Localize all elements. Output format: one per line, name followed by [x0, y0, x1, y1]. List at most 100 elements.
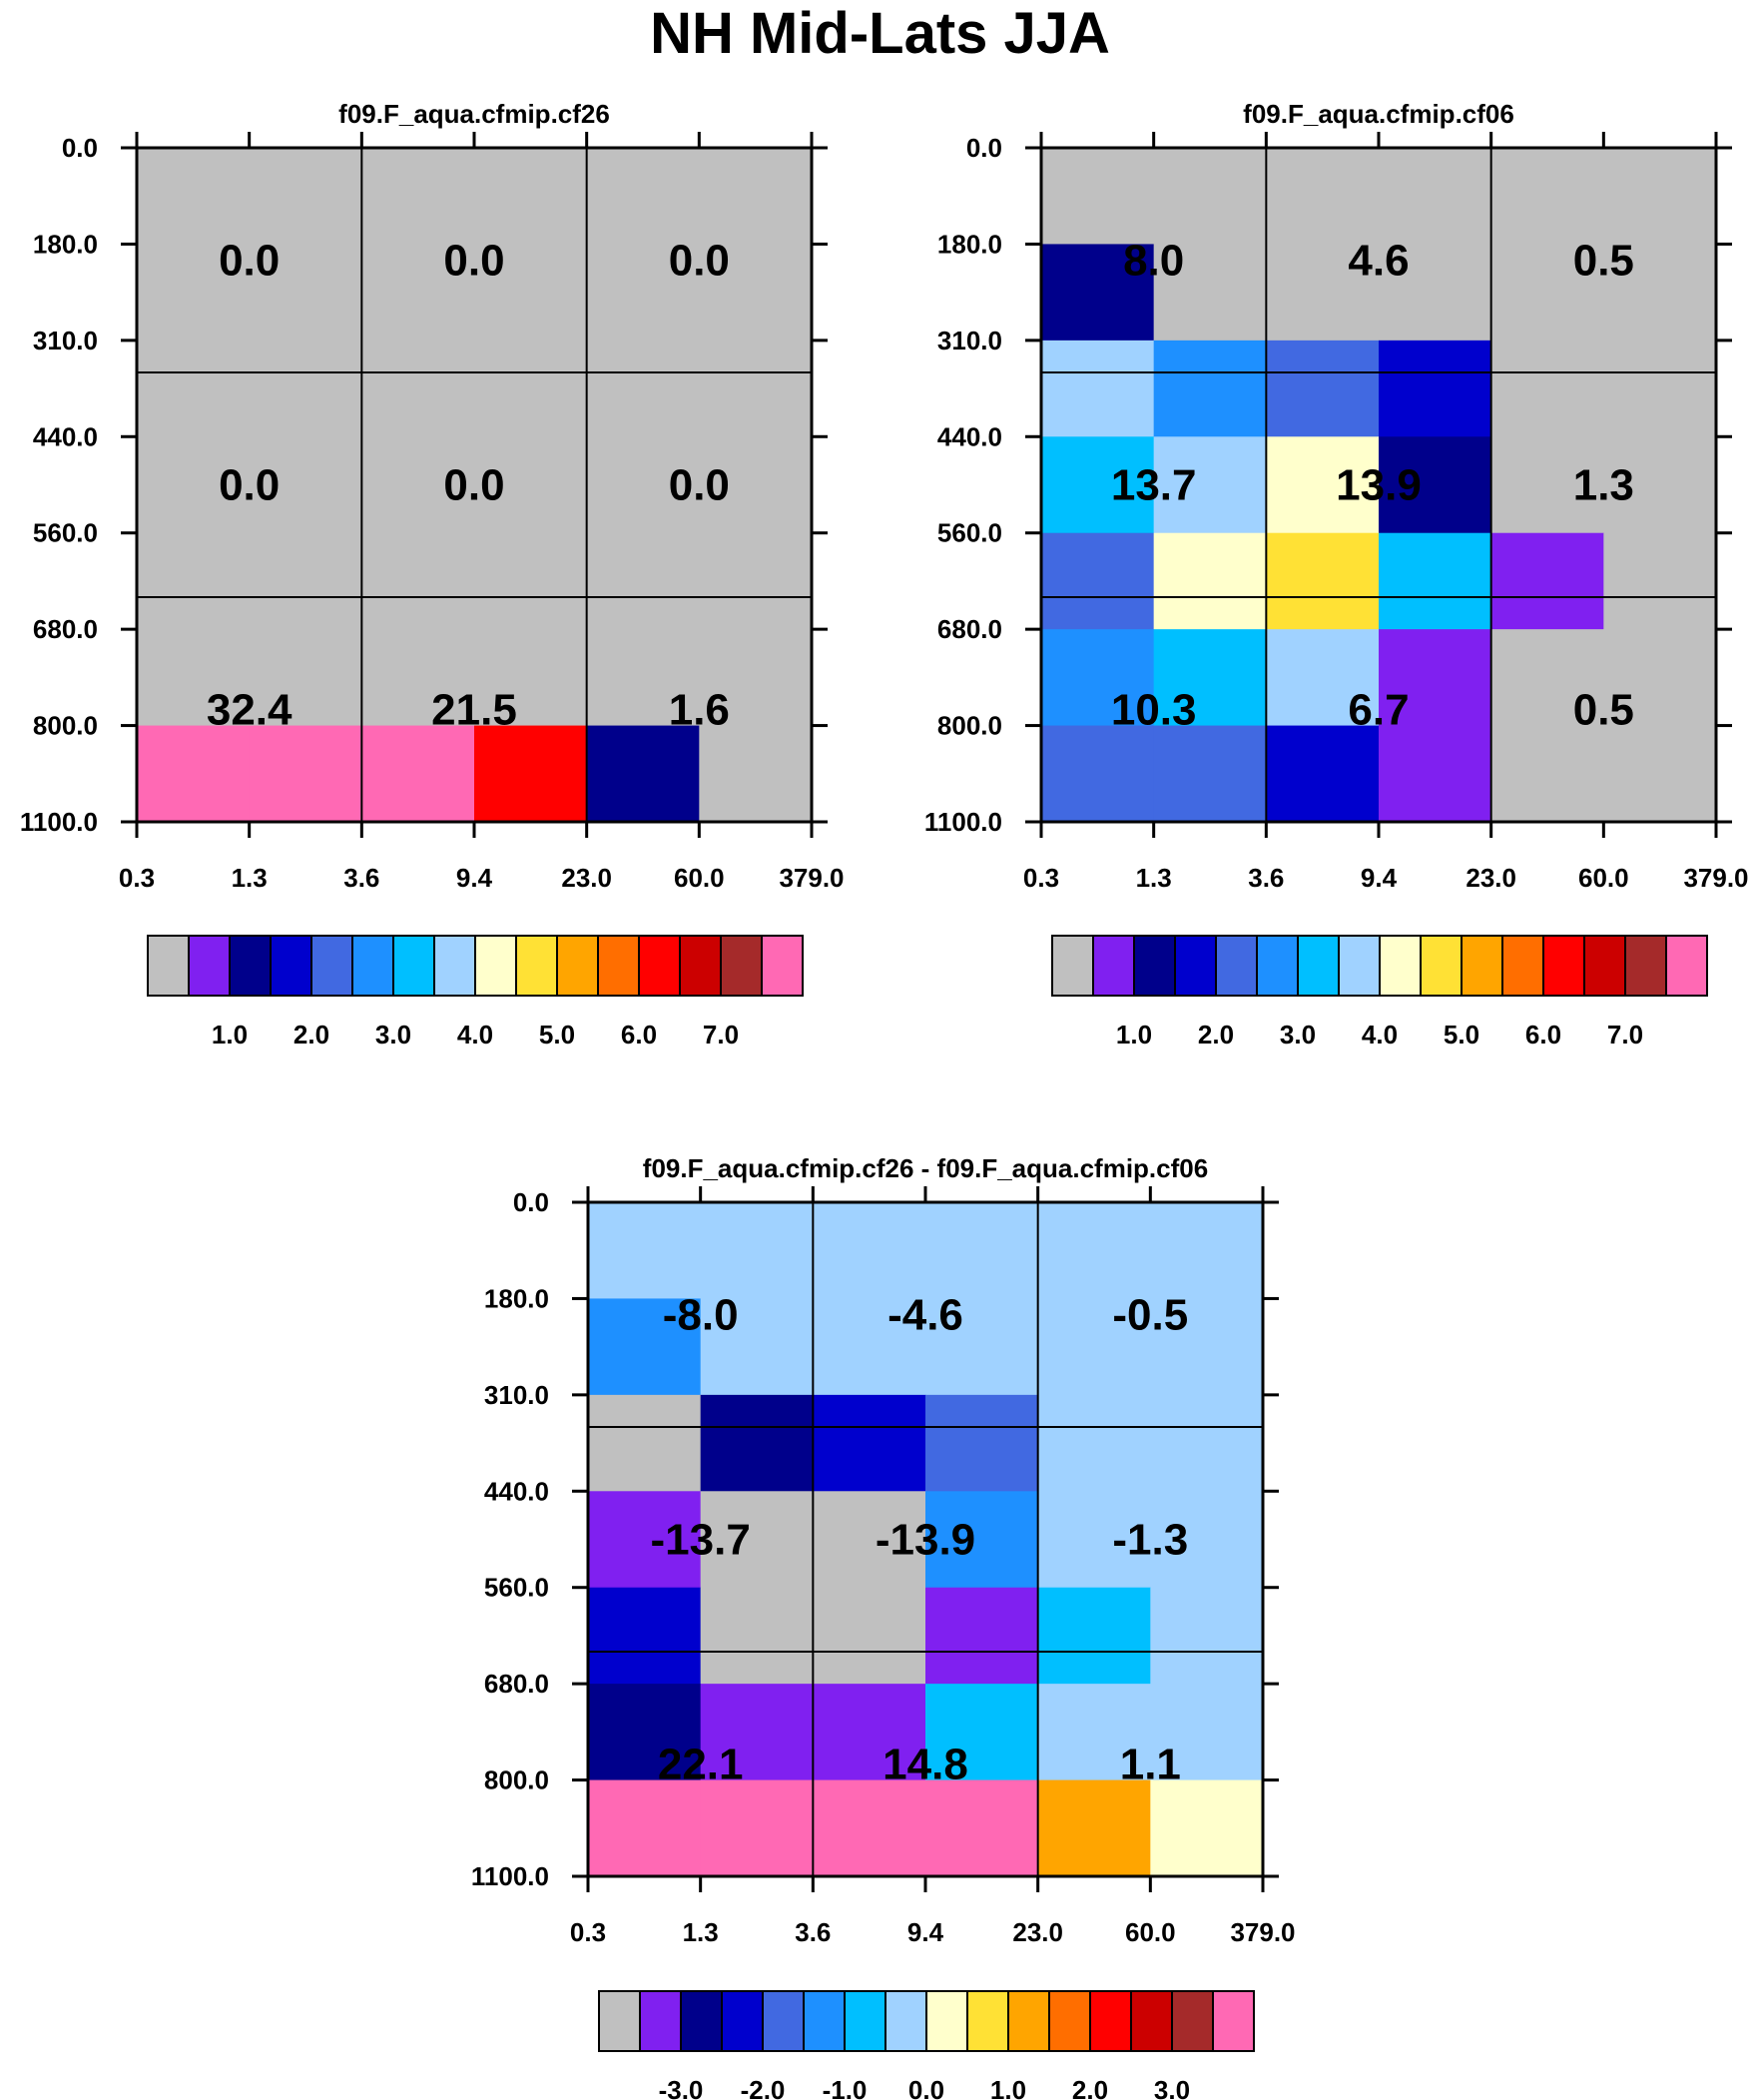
box-value-label: -8.0	[663, 1291, 739, 1340]
heatmap-cell	[361, 629, 475, 727]
heatmap-cell	[700, 1491, 814, 1589]
heatmap-cell	[1266, 148, 1380, 245]
x-tick-label: 23.0	[1012, 1917, 1063, 1947]
heatmap-cell	[586, 436, 700, 534]
x-tick-label: 1.3	[1136, 863, 1172, 893]
x-tick-label: 0.3	[570, 1917, 606, 1947]
colorbar-label: 6.0	[621, 1020, 657, 1050]
heatmap-cell	[1379, 629, 1492, 727]
heatmap-cell	[1153, 629, 1267, 727]
heatmap-cell	[361, 532, 475, 630]
x-tick-label: 3.6	[795, 1917, 831, 1947]
colorbar-label: 4.0	[1362, 1020, 1398, 1050]
y-tick-label: 1100.0	[924, 807, 1002, 837]
heatmap-cell	[699, 340, 813, 437]
heatmap-cell	[1153, 725, 1267, 823]
y-tick-label: 180.0	[937, 229, 1002, 259]
heatmap-cell	[1266, 340, 1380, 437]
y-tick-label: 310.0	[33, 326, 98, 355]
heatmap-cell	[361, 244, 475, 342]
x-tick-label: 1.3	[683, 1917, 719, 1947]
y-tick-label: 560.0	[484, 1573, 549, 1603]
colorbar-swatch	[639, 1990, 682, 2052]
box-value-label: 6.7	[1348, 686, 1409, 735]
colorbar-swatch	[515, 935, 558, 997]
box-value-label: 0.0	[219, 461, 280, 510]
heatmap-cell	[249, 436, 362, 534]
colorbar-label: 3.0	[375, 1020, 411, 1050]
colorbar-label: 1.0	[990, 2075, 1026, 2100]
heatmap-cell	[1603, 629, 1717, 727]
heatmap-cell	[1603, 725, 1717, 823]
heatmap-cell	[813, 1298, 926, 1396]
heatmap-cell	[588, 1202, 702, 1299]
colorbar-label: 0.0	[908, 2075, 944, 2100]
heatmap-cell	[1379, 148, 1492, 245]
heatmap-cell	[1490, 532, 1604, 630]
heatmap-cell	[1037, 1491, 1151, 1589]
colorbar-swatch	[392, 935, 435, 997]
heatmap-cell	[1266, 532, 1380, 630]
colorbar-label: 5.0	[539, 1020, 575, 1050]
colorbar-swatch	[1048, 1990, 1091, 2052]
heatmap-cell	[586, 148, 700, 245]
heatmap-cell	[586, 532, 700, 630]
heatmap-cell	[249, 244, 362, 342]
colorbar-label: 3.0	[1154, 2075, 1190, 2100]
panel-difference: f09.F_aqua.cfmip.cf26 - f09.F_aqua.cfmip…	[471, 1153, 1296, 2100]
heatmap-cell	[1266, 629, 1380, 727]
box-value-label: 8.0	[1123, 237, 1184, 286]
heatmap-cell	[474, 340, 588, 437]
colorbar-swatch	[1583, 935, 1626, 997]
heatmap-cell	[700, 1587, 814, 1685]
heatmap-cell	[699, 532, 813, 630]
heatmap-cell	[925, 1202, 1039, 1299]
panel-cf06: f09.F_aqua.cfmip.cf06 0.3 1.3 3.6 9.4 23.0 60.…	[924, 99, 1749, 1050]
heatmap-cell	[1379, 244, 1492, 342]
colorbar-label: 5.0	[1444, 1020, 1479, 1050]
heatmap-cell	[249, 629, 362, 727]
box-value-label: 21.5	[431, 686, 517, 735]
heatmap-cell	[1379, 340, 1492, 437]
colorbar-swatch	[1338, 935, 1381, 997]
colorbar-label: 3.0	[1280, 1020, 1316, 1050]
y-tick-label: 560.0	[33, 518, 98, 548]
colorbar-swatch	[556, 935, 599, 997]
box-value-label: 10.3	[1111, 686, 1197, 735]
colorbar-label: 7.0	[703, 1020, 739, 1050]
y-tick-label: 310.0	[937, 326, 1002, 355]
heatmap-cell	[137, 340, 251, 437]
heatmap-cell	[1153, 244, 1267, 342]
colorbar-swatch	[1624, 935, 1667, 997]
heatmap-cell	[1603, 436, 1717, 534]
heatmap-cell	[361, 340, 475, 437]
box-value-label: 0.0	[669, 237, 730, 286]
x-tick-label: 23.0	[1466, 863, 1516, 893]
colorbar-swatch	[1215, 935, 1258, 997]
x-tick-label: 0.3	[1023, 863, 1059, 893]
y-tick-label: 180.0	[33, 229, 98, 259]
heatmap-cell	[1490, 629, 1604, 727]
x-tick-label: 0.3	[119, 863, 155, 893]
x-tick-label: 60.0	[674, 863, 725, 893]
heatmap-cell	[361, 148, 475, 245]
colorbar-swatch	[1461, 935, 1503, 997]
main-title: NH Mid-Lats JJA	[650, 1, 1110, 66]
colorbar-swatch	[966, 1990, 1009, 2052]
heatmap-cell	[1041, 148, 1155, 245]
colorbar-swatch	[147, 935, 190, 997]
colorbar-swatch	[1665, 935, 1708, 997]
heatmap-cell	[1153, 436, 1267, 534]
heatmap-cell	[586, 244, 700, 342]
box-value-label: 13.7	[1111, 461, 1197, 510]
colorbar-swatch	[598, 1990, 641, 2052]
heatmap-cell	[361, 436, 475, 534]
box-value-label: -13.7	[651, 1516, 751, 1565]
colorbar-swatch	[1007, 1990, 1050, 2052]
heatmap-cell	[700, 1779, 814, 1877]
heatmap-cell	[588, 1394, 702, 1492]
heatmap-cell	[1150, 1394, 1264, 1492]
colorbar-swatch	[884, 1990, 927, 2052]
y-tick-label: 440.0	[484, 1476, 549, 1506]
